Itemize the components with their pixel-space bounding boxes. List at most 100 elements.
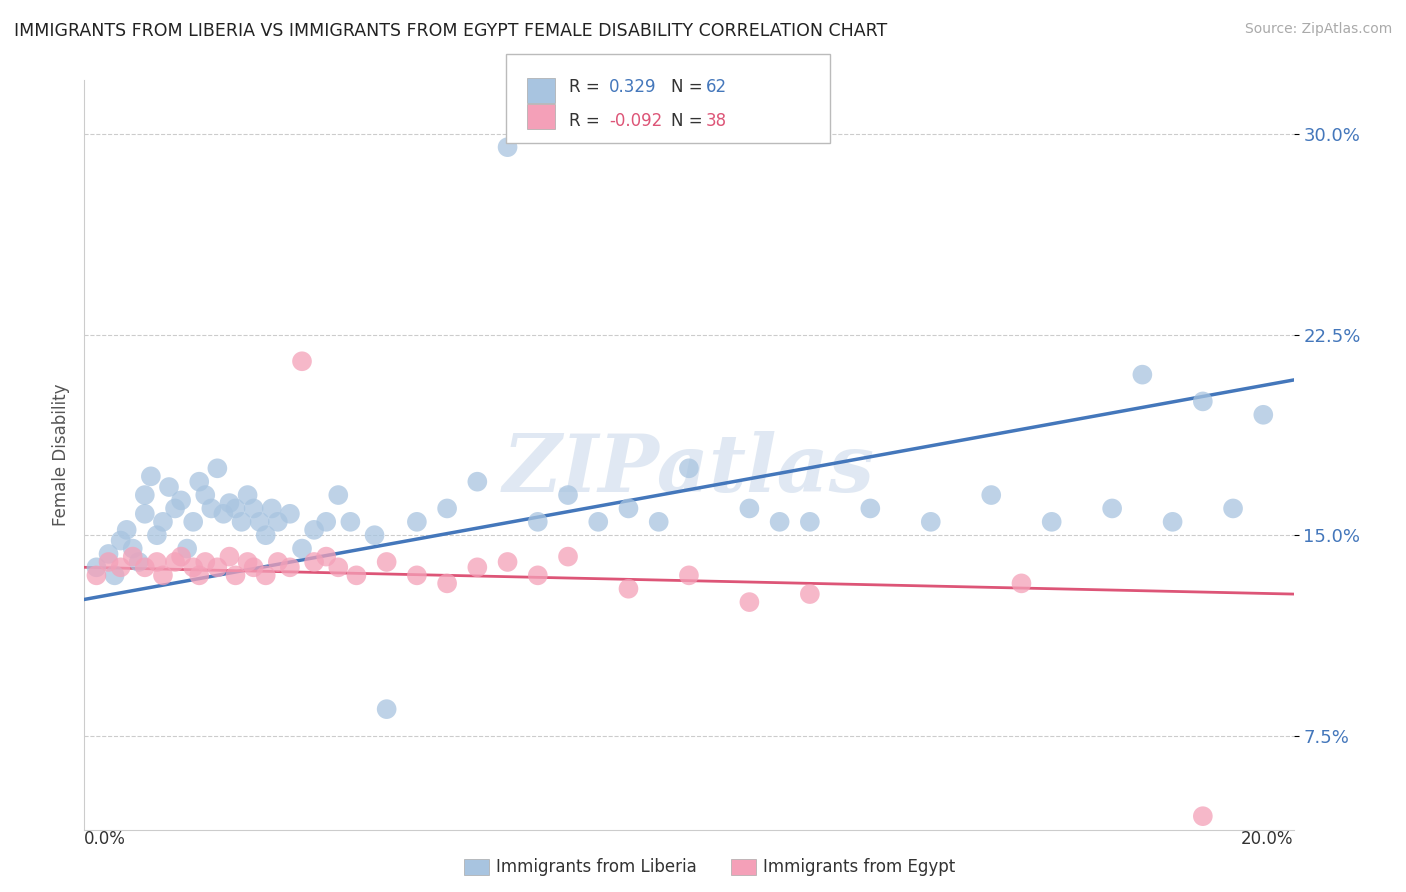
Point: [617, 501, 640, 516]
Point: [207, 560, 229, 574]
Point: [207, 461, 229, 475]
Point: [236, 488, 259, 502]
Point: [738, 501, 761, 516]
Point: [406, 515, 429, 529]
Point: [617, 582, 640, 596]
Point: [278, 507, 301, 521]
Text: Source: ZipAtlas.com: Source: ZipAtlas.com: [1244, 22, 1392, 37]
Point: [134, 488, 156, 502]
Point: [165, 501, 187, 516]
Point: [97, 547, 120, 561]
Point: [170, 493, 193, 508]
Point: [97, 555, 120, 569]
Text: R =: R =: [569, 78, 606, 95]
Text: IMMIGRANTS FROM LIBERIA VS IMMIGRANTS FROM EGYPT FEMALE DISABILITY CORRELATION C: IMMIGRANTS FROM LIBERIA VS IMMIGRANTS FR…: [14, 22, 887, 40]
Point: [146, 528, 169, 542]
Point: [315, 549, 337, 564]
Point: [242, 501, 264, 516]
Point: [1011, 576, 1033, 591]
Point: [278, 560, 301, 574]
Point: [1161, 515, 1184, 529]
Point: [86, 568, 108, 582]
Point: [527, 568, 550, 582]
Point: [194, 488, 217, 502]
Point: [181, 560, 204, 574]
Text: 38: 38: [706, 112, 727, 129]
Point: [218, 496, 240, 510]
Point: [363, 528, 385, 542]
Point: [1101, 501, 1123, 516]
Point: [557, 488, 579, 502]
Point: [225, 501, 247, 516]
Point: [157, 480, 180, 494]
Text: -0.092: -0.092: [609, 112, 662, 129]
Point: [346, 568, 368, 582]
Point: [176, 541, 198, 556]
Point: [139, 469, 162, 483]
Text: R =: R =: [569, 112, 606, 129]
Point: [496, 140, 519, 154]
Point: [375, 555, 398, 569]
Point: [1192, 394, 1215, 409]
Point: [231, 515, 253, 529]
Point: [328, 488, 350, 502]
Point: [134, 560, 156, 574]
Point: [212, 507, 235, 521]
Point: [648, 515, 671, 529]
Point: [980, 488, 1002, 502]
Point: [188, 475, 211, 489]
Point: [218, 549, 240, 564]
Point: [375, 702, 398, 716]
Point: [302, 523, 325, 537]
Point: [406, 568, 429, 582]
Point: [1130, 368, 1153, 382]
Point: [1192, 809, 1215, 823]
Text: Immigrants from Liberia: Immigrants from Liberia: [496, 858, 697, 876]
Point: [436, 576, 458, 591]
Point: [557, 549, 579, 564]
Point: [181, 515, 204, 529]
Text: Immigrants from Egypt: Immigrants from Egypt: [763, 858, 956, 876]
Point: [152, 515, 174, 529]
Point: [315, 515, 337, 529]
Point: [527, 515, 550, 529]
Text: ZIPatlas: ZIPatlas: [503, 431, 875, 508]
Point: [920, 515, 942, 529]
Point: [249, 515, 271, 529]
Point: [121, 541, 143, 556]
Point: [236, 555, 259, 569]
Point: [121, 549, 143, 564]
Point: [1253, 408, 1275, 422]
Point: [267, 515, 290, 529]
Point: [496, 555, 519, 569]
Point: [188, 568, 211, 582]
Point: [678, 461, 700, 475]
Point: [291, 354, 314, 368]
Point: [152, 568, 174, 582]
Point: [1040, 515, 1063, 529]
Point: [200, 501, 222, 516]
Point: [738, 595, 761, 609]
Point: [260, 501, 283, 516]
Point: [170, 549, 193, 564]
Point: [225, 568, 247, 582]
Point: [134, 507, 156, 521]
Text: 0.329: 0.329: [609, 78, 657, 95]
Point: [588, 515, 610, 529]
Point: [302, 555, 325, 569]
Point: [115, 523, 138, 537]
Point: [104, 568, 127, 582]
Point: [86, 560, 108, 574]
Point: [194, 555, 217, 569]
Text: N =: N =: [671, 78, 707, 95]
Point: [799, 587, 821, 601]
Point: [339, 515, 361, 529]
Point: [799, 515, 821, 529]
Text: 62: 62: [706, 78, 727, 95]
Point: [678, 568, 700, 582]
Point: [128, 555, 150, 569]
Point: [242, 560, 264, 574]
Point: [1222, 501, 1244, 516]
Y-axis label: Female Disability: Female Disability: [52, 384, 70, 526]
Point: [291, 541, 314, 556]
